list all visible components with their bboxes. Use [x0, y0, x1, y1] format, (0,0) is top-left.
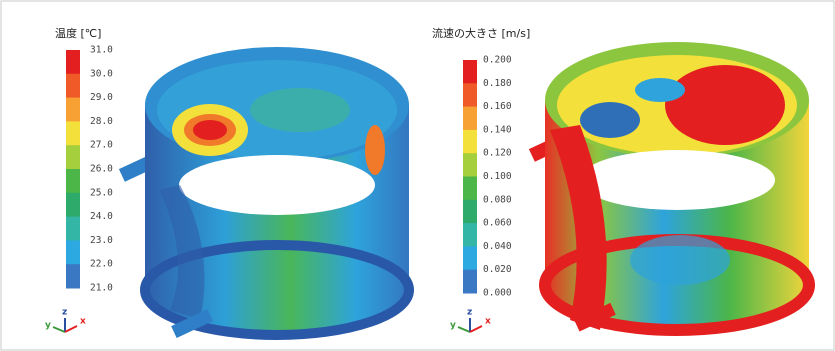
colorbar-band	[66, 240, 80, 264]
axis-triad-label: y	[45, 321, 51, 331]
colorbar-band	[463, 107, 477, 131]
axis-triad-label: z	[62, 308, 67, 318]
colorbar-tick-label: 21.0	[90, 283, 113, 294]
colorbar-band	[463, 83, 477, 107]
colorbar-tick-label: 0.120	[483, 148, 512, 159]
colorbar-band	[66, 145, 80, 169]
colorbar-tick-label: 0.020	[483, 264, 512, 275]
colorbar-tick-label: 31.0	[90, 45, 113, 56]
colorbar-tick-label: 30.0	[90, 68, 113, 79]
colorbar-tick-label: 29.0	[90, 92, 113, 103]
axis-triad-label: x	[80, 317, 86, 327]
temperature-render	[119, 47, 409, 338]
colorbar-band	[463, 60, 477, 84]
colorbar-band	[66, 50, 80, 74]
colorbar-title: 流速の大きさ [m/s]	[432, 26, 530, 40]
axis-triad-label: z	[467, 308, 472, 318]
colorbar-tick-label: 0.180	[483, 78, 512, 89]
colorbar-band	[463, 270, 477, 294]
colorbar-tick-label: 0.140	[483, 124, 512, 135]
colorbar-band	[66, 217, 80, 241]
colorbar-band	[463, 153, 477, 177]
colorbar-tick-label: 0.160	[483, 101, 512, 112]
axis-triad-label: y	[450, 321, 456, 331]
colorbar-tick-label: 0.080	[483, 194, 512, 205]
colorbar-tick-label: 25.0	[90, 187, 113, 198]
colorbar-tick-label: 28.0	[90, 116, 113, 127]
colorbar-tick-label: 0.000	[483, 288, 512, 299]
figure: 温度 [℃] 流速の大きさ [m/s] 31.0 30.0 29.0 28.0 27.0…	[0, 0, 835, 351]
axis-triad	[53, 327, 65, 332]
colorbar-tick-label: 0.100	[483, 171, 512, 182]
colorbar-band	[463, 177, 477, 201]
colorbar-tick-label: 26.0	[90, 164, 113, 175]
colorbar-band	[66, 169, 80, 193]
colorbar-tick-label: 0.200	[483, 55, 512, 66]
colorbar-tick-label: 22.0	[90, 259, 113, 270]
colorbar-tick-label: 23.0	[90, 235, 113, 246]
colorbar-band	[66, 264, 80, 288]
colorbar-band	[463, 223, 477, 247]
colorbar-tick-label: 24.0	[90, 211, 113, 222]
colorbar-band	[463, 246, 477, 270]
figure-svg: 温度 [℃] 流速の大きさ [m/s] 31.0 30.0 29.0 28.0 27.0…	[0, 0, 835, 351]
axis-triad-label: x	[485, 317, 491, 327]
axis-triad	[65, 326, 77, 332]
axis-triad	[458, 327, 470, 332]
velocity-render	[529, 42, 809, 332]
axis-triad	[470, 326, 482, 332]
colorbar-title: 温度 [℃]	[55, 26, 101, 40]
colorbar-band	[66, 74, 80, 98]
colorbar-band	[463, 200, 477, 224]
colorbar-band	[66, 121, 80, 145]
colorbar-tick-label: 0.060	[483, 218, 512, 229]
colorbar-band	[66, 98, 80, 122]
colorbar-tick-label: 0.040	[483, 241, 512, 252]
colorbar-band	[66, 193, 80, 217]
colorbar-band	[463, 130, 477, 154]
colorbar-tick-label: 27.0	[90, 140, 113, 151]
